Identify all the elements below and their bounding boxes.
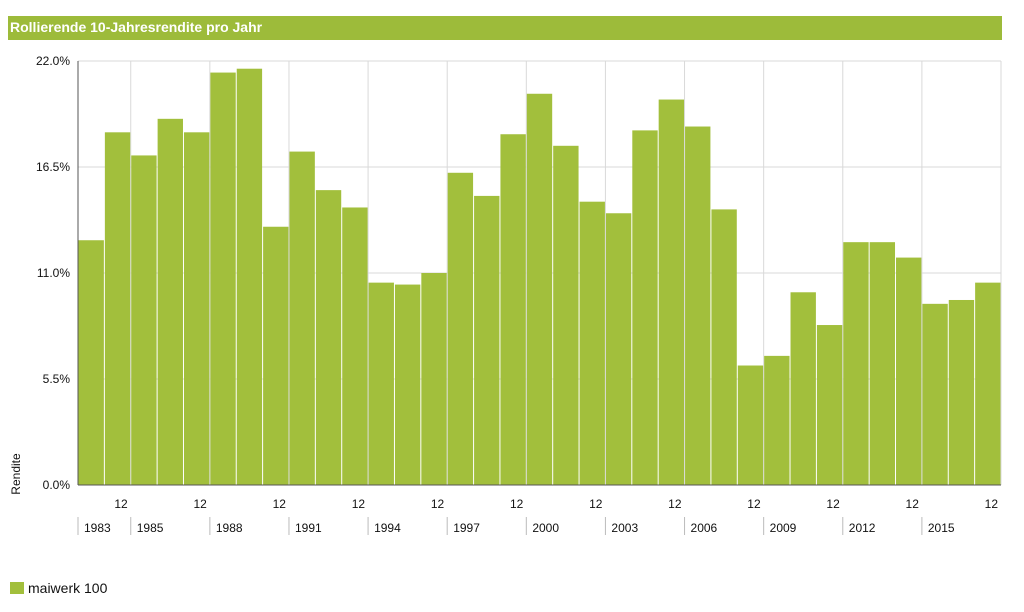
y-tick-label: 11.0% xyxy=(37,266,70,280)
x-month-label: 12 xyxy=(431,497,445,511)
x-month-label: 12 xyxy=(193,497,207,511)
bar xyxy=(368,282,394,485)
chart-title-bar: Rollierende 10-Jahresrendite pro Jahr xyxy=(8,16,1002,40)
x-year-label: 1983 xyxy=(84,521,111,535)
x-month-label: 12 xyxy=(589,497,603,511)
x-month-label: 12 xyxy=(826,497,840,511)
x-year-label: 1988 xyxy=(216,521,243,535)
bar xyxy=(447,172,474,486)
chart-svg: 0.0%5.5%11.0%16.5%22.0%12 12 12 12 12 12 12 12 1… xyxy=(9,54,1002,535)
bar xyxy=(869,242,896,485)
bar xyxy=(711,209,737,485)
y-axis-label: Rendite xyxy=(9,453,23,495)
x-month-label: 12 xyxy=(114,497,128,511)
x-year-label: 2000 xyxy=(532,521,559,535)
x-year-label: 1985 xyxy=(137,521,164,535)
bar xyxy=(78,240,104,485)
y-tick-label: 22.0% xyxy=(36,54,70,68)
bar xyxy=(948,299,975,485)
y-tick-label: 0.0% xyxy=(43,478,71,492)
legend-label: maiwerk 100 xyxy=(28,580,108,596)
x-month-label: 12 xyxy=(985,497,999,511)
bar xyxy=(263,226,289,485)
x-year-label: 2015 xyxy=(928,521,955,535)
bar xyxy=(843,242,869,485)
legend-swatch xyxy=(10,582,24,594)
x-month-label: 12 xyxy=(352,497,366,511)
bar xyxy=(975,282,1001,485)
x-month-label: 12 xyxy=(510,497,524,511)
bar xyxy=(500,134,526,485)
bar xyxy=(104,132,131,486)
bar xyxy=(922,303,948,485)
y-tick-label: 16.5% xyxy=(36,160,70,174)
bar xyxy=(579,201,605,485)
bar xyxy=(896,257,922,485)
bar xyxy=(816,325,843,485)
bar xyxy=(605,213,632,485)
bar xyxy=(685,126,711,485)
bar xyxy=(342,207,368,486)
x-year-label: 2003 xyxy=(611,521,638,535)
legend: maiwerk 100 xyxy=(10,580,107,596)
bar xyxy=(131,155,157,485)
x-year-label: 2012 xyxy=(849,521,876,535)
bar xyxy=(737,365,764,485)
y-tick-label: 5.5% xyxy=(43,372,71,386)
bar xyxy=(394,284,421,485)
bar xyxy=(764,355,790,485)
bar xyxy=(183,132,210,486)
bar xyxy=(289,151,315,485)
bar xyxy=(790,292,816,485)
x-year-label: 2006 xyxy=(691,521,718,535)
x-month-label: 12 xyxy=(668,497,682,511)
bar xyxy=(315,190,342,486)
x-year-label: 1994 xyxy=(374,521,401,535)
bar xyxy=(632,130,658,485)
bar xyxy=(474,195,500,485)
x-year-label: 1991 xyxy=(295,521,322,535)
x-year-label: 2009 xyxy=(770,521,797,535)
bar xyxy=(210,72,236,486)
bar xyxy=(157,118,183,486)
chart-title: Rollierende 10-Jahresrendite pro Jahr xyxy=(10,19,263,35)
x-year-label: 1997 xyxy=(453,521,480,535)
x-month-label: 12 xyxy=(906,497,920,511)
bar xyxy=(658,99,685,485)
bar xyxy=(236,68,263,485)
bar xyxy=(553,145,579,486)
bar xyxy=(526,93,553,485)
x-month-label: 12 xyxy=(747,497,761,511)
bar xyxy=(421,273,447,485)
x-month-label: 12 xyxy=(273,497,287,511)
